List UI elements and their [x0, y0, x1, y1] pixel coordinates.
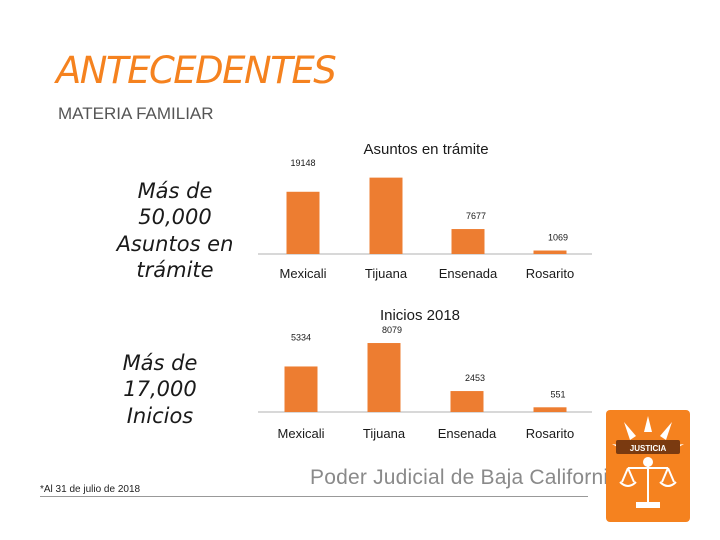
bar-chart-1: Asuntos en trámite 19148 Mexicali Tijuana 76… [258, 141, 592, 281]
slide-subtitle: MATERIA FAMILIAR [58, 104, 214, 123]
data-label: 7677 [466, 211, 486, 221]
chart-title: Inicios 2018 [380, 307, 460, 324]
category-label: Ensenada [438, 426, 497, 441]
footer-divider [40, 496, 588, 497]
bar-ensenada [450, 391, 484, 412]
chart-title: Asuntos en trámite [363, 141, 488, 158]
category-label: Rosarito [526, 426, 574, 441]
slide-title: ANTECEDENTES [56, 49, 337, 92]
category-label: Mexicali [280, 266, 327, 281]
category-label: Mexicali [278, 426, 325, 441]
category-label: Tijuana [365, 266, 408, 281]
data-label: 2453 [465, 373, 485, 383]
justicia-logo-icon: JUSTICIA [606, 410, 690, 522]
bar-tijuana [369, 177, 403, 254]
bar-ensenada [451, 229, 485, 254]
category-label: Ensenada [439, 266, 498, 281]
bar-rosarito [533, 407, 567, 412]
callout-inicios: Más de 17,000 Inicios [122, 351, 198, 428]
data-label: 5334 [291, 332, 311, 342]
logo-text: JUSTICIA [630, 444, 667, 453]
category-label: Tijuana [363, 426, 406, 441]
data-label: 8079 [382, 325, 402, 335]
category-label: Rosarito [526, 266, 574, 281]
bar-tijuana [367, 343, 401, 412]
footnote: *Al 31 de julio de 2018 [40, 484, 141, 495]
bar-mexicali [284, 366, 318, 412]
bar-rosarito [533, 250, 567, 254]
data-label: 19148 [290, 158, 315, 168]
callout-asuntos: Más de 50,000 Asuntos en trámite [116, 179, 234, 282]
bar-mexicali [286, 191, 320, 254]
bar-chart-2: Inicios 2018 5334 Mexicali 8079 Tijuana 2453 E… [258, 307, 592, 441]
data-label: 551 [550, 389, 565, 399]
data-label: 1069 [548, 233, 568, 243]
footer-institution: Poder Judicial de Baja California [310, 466, 621, 489]
